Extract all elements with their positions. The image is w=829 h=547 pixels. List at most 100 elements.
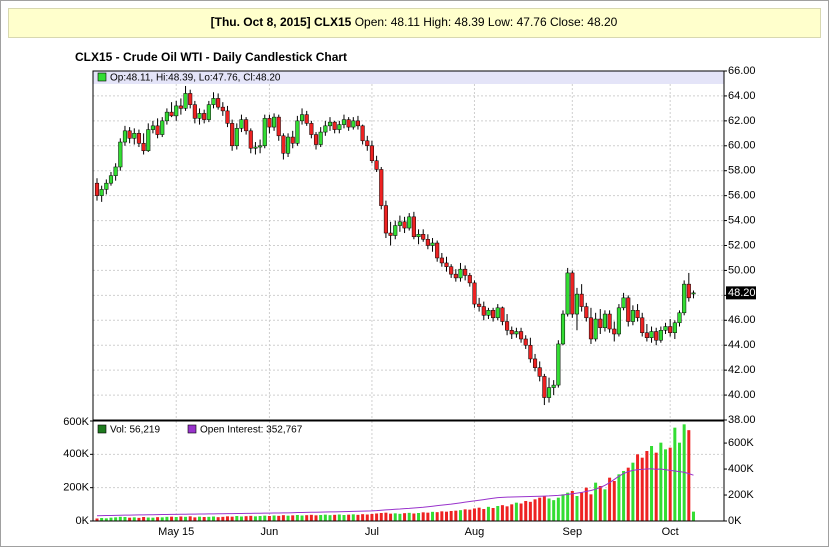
volume-bar [221,516,225,521]
volume-bar [622,471,626,521]
volume-bar [556,497,560,521]
candle-body [374,160,379,170]
volume-bar [305,515,309,521]
candle-body [225,110,230,124]
volume-bar [184,516,188,521]
volume-bar [654,452,658,521]
candle-body [672,322,677,333]
candle-body [267,118,272,128]
candle-body [467,275,472,284]
candle-body [281,135,286,154]
candle-body [388,232,393,236]
volume-bar [193,517,197,521]
candle-body [658,330,663,341]
legend-band [93,71,724,84]
candle-body [481,306,486,316]
volume-bar [570,491,574,521]
volume-bar [612,481,616,521]
candle-body [495,307,500,319]
volume-bar [678,442,681,521]
banner-text: [Thu. Oct 8, 2015] CLX15 Open: 48.11 Hig… [211,15,618,29]
volume-bar [267,516,271,521]
volume-bar [142,517,146,521]
legend-label: Vol: 56,219 [110,425,160,436]
candle-body [351,120,356,128]
volume-bar [375,513,379,521]
volume-bar [393,513,397,521]
candle-body [537,367,542,377]
candle-body [407,216,412,229]
candle-body [449,266,454,275]
volume-bar [356,514,360,521]
candle-body [230,123,235,147]
volume-bar [286,515,290,521]
candle-body [551,384,556,388]
candle-body [570,272,575,315]
candle-body [355,120,361,127]
volume-bar [449,511,453,521]
legend-label: Open Interest: 352,767 [200,425,303,436]
candle-body [640,317,645,333]
candle-body [309,123,314,135]
candle-body [612,328,617,335]
candle-body [313,134,319,145]
candle-body [262,118,267,147]
open-interest-line [96,468,694,517]
volume-bar [281,515,285,521]
candle-body [435,242,440,259]
y-tick-label: 200K [63,482,89,494]
price-legend: Op:48.11, Hi:48.39, Lo:47.76, Cl:48.20 [110,73,281,84]
volume-bar [365,514,369,521]
volume-bar [468,509,472,521]
volume-bar [323,514,327,521]
volume-bar [249,515,253,521]
volume-bar [263,515,267,521]
volume-bar [361,514,365,521]
candle-body [383,205,388,234]
candle-body [94,182,100,196]
y2-tick-label: 600K [728,437,754,449]
volume-bar [230,516,234,521]
volume-bar [412,513,416,521]
candle-body [523,338,528,346]
candle-body [276,116,281,137]
candle-body [519,331,524,340]
volume-bar [398,513,402,521]
candle-body [369,145,374,161]
volume-bar [333,514,337,521]
volume-bar [547,498,551,521]
volume-bar [328,515,332,521]
x-tick-label: May 15 [158,526,194,538]
volume-bar [636,454,640,521]
volume-bar [216,517,220,521]
candle-body [644,332,649,338]
volume-bar [309,514,313,521]
candle-body [178,105,183,109]
x-tick-label: Aug [465,526,485,538]
candle-body [327,121,333,127]
y-tick-label: 400K [63,448,89,460]
volume-bar [379,513,383,521]
candle-body [602,313,607,329]
candle-body [360,125,365,142]
candle-body [239,119,244,129]
volume-bar [417,513,421,521]
candle-body [682,283,687,314]
volume-bar [347,514,351,521]
candle-body [341,119,347,125]
volume-bar [664,449,668,521]
volume-bar [277,515,281,521]
candle-body [430,242,435,246]
candle-body [197,113,202,119]
volume-bar [496,506,500,521]
y-tick-label: 38.00 [728,414,756,426]
volume-bar [687,430,691,521]
candle-body [514,331,519,335]
volume-bar [403,513,407,521]
candle-body [304,114,309,124]
candle-body [220,106,225,112]
y-tick-label: 58.00 [728,165,756,177]
candle-body [136,133,141,144]
candle-body [211,98,216,105]
y-tick-label: 0K [76,515,90,527]
